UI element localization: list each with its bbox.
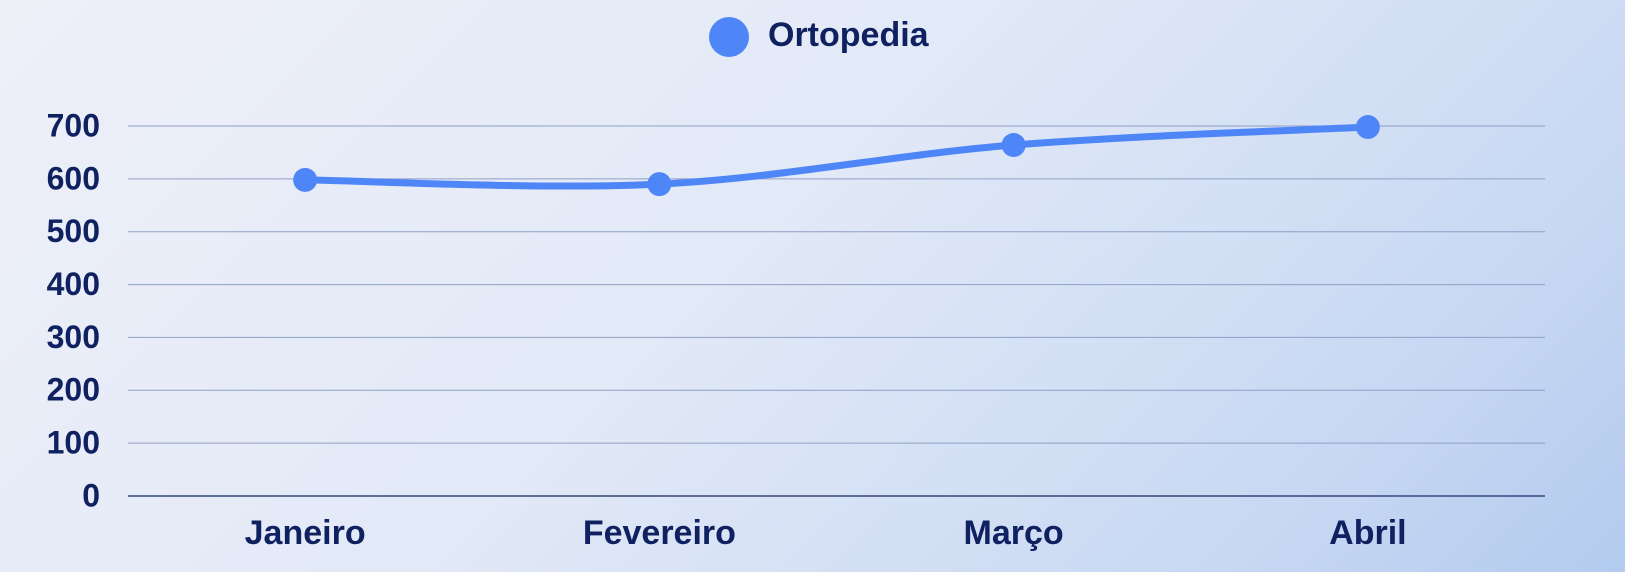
y-tick-label: 100 [47, 425, 100, 461]
y-tick-label: 500 [47, 213, 100, 249]
x-tick-label: Fevereiro [583, 514, 736, 552]
y-tick-label: 300 [47, 319, 100, 355]
x-tick-label: Março [964, 514, 1064, 552]
x-tick-label: Abril [1329, 514, 1406, 552]
y-tick-label: 700 [47, 107, 100, 143]
data-point [647, 172, 672, 197]
y-tick-label: 400 [47, 266, 100, 302]
y-tick-label: 600 [47, 160, 100, 196]
data-point [1355, 115, 1380, 140]
data-point [293, 167, 318, 192]
x-tick-label: Janeiro [245, 514, 366, 552]
series-line [301, 123, 1372, 190]
legend-marker [709, 17, 749, 57]
y-tick-label: 200 [47, 372, 100, 408]
legend-label: Ortopedia [768, 16, 930, 54]
data-point [1001, 133, 1026, 158]
y-tick-label: 0 [82, 477, 100, 513]
